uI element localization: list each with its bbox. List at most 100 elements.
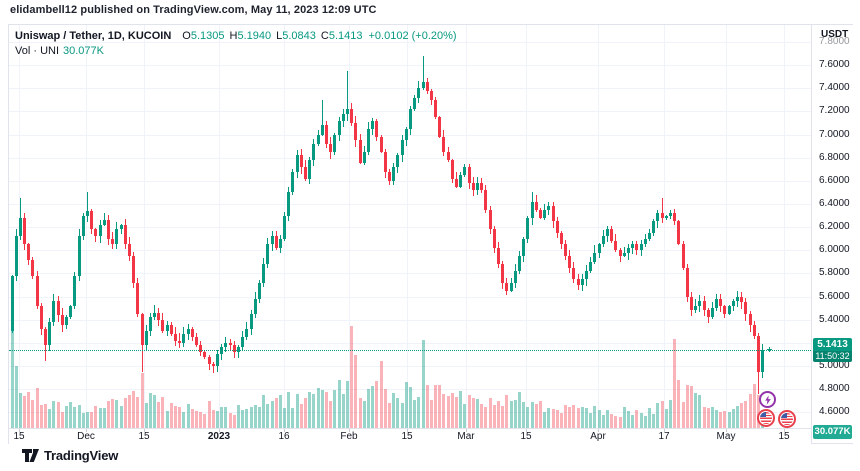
candle (304, 166, 308, 179)
candle (627, 247, 631, 253)
lightning-icon[interactable] (759, 391, 776, 408)
candle (270, 236, 274, 245)
candle (497, 247, 500, 265)
candle (689, 296, 693, 311)
candle (501, 264, 505, 283)
chart-legend: Uniswap / Tether, 1D, KUCOIN O5.1305 H5.19… (15, 29, 457, 59)
candle (635, 244, 639, 251)
gridline-h (9, 412, 811, 414)
candle (341, 113, 345, 121)
volume-bar (526, 406, 530, 428)
volume-label: Vol · UNI (15, 45, 60, 57)
gridline-v (726, 25, 727, 428)
tradingview-logo[interactable]: TradingView (22, 448, 118, 463)
gridline-h (9, 134, 811, 136)
volume-bar (371, 386, 375, 428)
gridline-h (9, 342, 811, 344)
candle (371, 120, 375, 129)
chart-pane[interactable] (9, 25, 811, 428)
volume-bar (211, 409, 215, 428)
time-tick (784, 429, 785, 432)
symbol-title[interactable]: Uniswap / Tether, 1D, KUCOIN (15, 30, 172, 42)
us-flag-icon[interactable] (757, 409, 775, 427)
time-axis[interactable]: 15 Dec 15 2023 16 Feb 15 Mar 15 Apr 17 May 15 (9, 428, 811, 445)
candle (262, 264, 266, 283)
candle (396, 155, 400, 167)
gridline-h (9, 42, 811, 43)
volume-bar (601, 414, 605, 428)
volume-bar (752, 384, 756, 428)
open-value: 5.1305 (190, 30, 225, 42)
gridline-v (664, 25, 665, 428)
candle (555, 221, 559, 233)
candle (442, 136, 446, 152)
volume-bar (652, 414, 656, 428)
volume-bar (299, 404, 303, 428)
candle (362, 151, 366, 164)
volume-bar (392, 392, 396, 428)
volume-bar (429, 400, 433, 428)
price-tick-label: 5.8000 (819, 267, 850, 279)
time-tick-label: 17 (658, 431, 670, 442)
volume-bar (346, 380, 350, 428)
us-flag-icon[interactable] (778, 410, 796, 428)
candle (383, 151, 387, 172)
candle (513, 271, 517, 283)
candle (450, 160, 454, 179)
volume-bar (111, 399, 115, 428)
time-tick-label: 2023 (207, 431, 231, 442)
candle (618, 250, 622, 257)
candle (56, 301, 60, 316)
candle (44, 328, 48, 346)
price-tick-label: 5.6000 (819, 290, 850, 302)
candle (119, 224, 123, 230)
candle (274, 236, 278, 248)
candle (429, 90, 433, 100)
candle (522, 238, 526, 257)
gridline-h (9, 157, 811, 159)
candle (610, 229, 614, 241)
volume-bar (383, 389, 387, 428)
volume-bar (245, 408, 249, 428)
volume-bar (44, 403, 48, 428)
candle (413, 97, 417, 110)
candle (211, 363, 215, 366)
candle (673, 213, 677, 222)
candle (731, 301, 735, 306)
volume-bar (266, 403, 270, 428)
volume-bar (643, 416, 647, 428)
volume-bar (102, 408, 106, 428)
candle (325, 125, 329, 144)
legend-row-volume: Vol · UNI 30.077K (15, 44, 457, 59)
candle (241, 337, 245, 348)
volume-bar (614, 415, 618, 428)
candle (157, 312, 161, 320)
candle (14, 236, 18, 276)
candle (647, 232, 651, 239)
candle (455, 178, 459, 187)
candle-wick (212, 362, 214, 373)
candle (178, 340, 182, 343)
price-axis[interactable]: USDT 7.8000 7.6000 7.4000 7.2000 7.0000 6.800… (811, 25, 853, 443)
volume-bar (484, 406, 488, 428)
candle (224, 342, 228, 348)
volume-bar (689, 386, 693, 428)
candle (685, 267, 689, 297)
candle (98, 224, 102, 237)
candle (295, 155, 299, 172)
candle (564, 244, 568, 257)
volume-bar (488, 398, 492, 428)
volume-bar (341, 393, 345, 428)
time-tick (526, 429, 527, 432)
volume-bar (65, 406, 69, 428)
time-tick-label: 15 (520, 431, 532, 442)
candle (203, 352, 207, 357)
candle (492, 229, 496, 248)
candle (509, 282, 513, 291)
volume-bar (69, 402, 73, 428)
candle (408, 109, 412, 129)
candle (18, 217, 22, 237)
candle (580, 279, 584, 285)
volume-bar (333, 390, 337, 428)
candle (69, 305, 73, 318)
